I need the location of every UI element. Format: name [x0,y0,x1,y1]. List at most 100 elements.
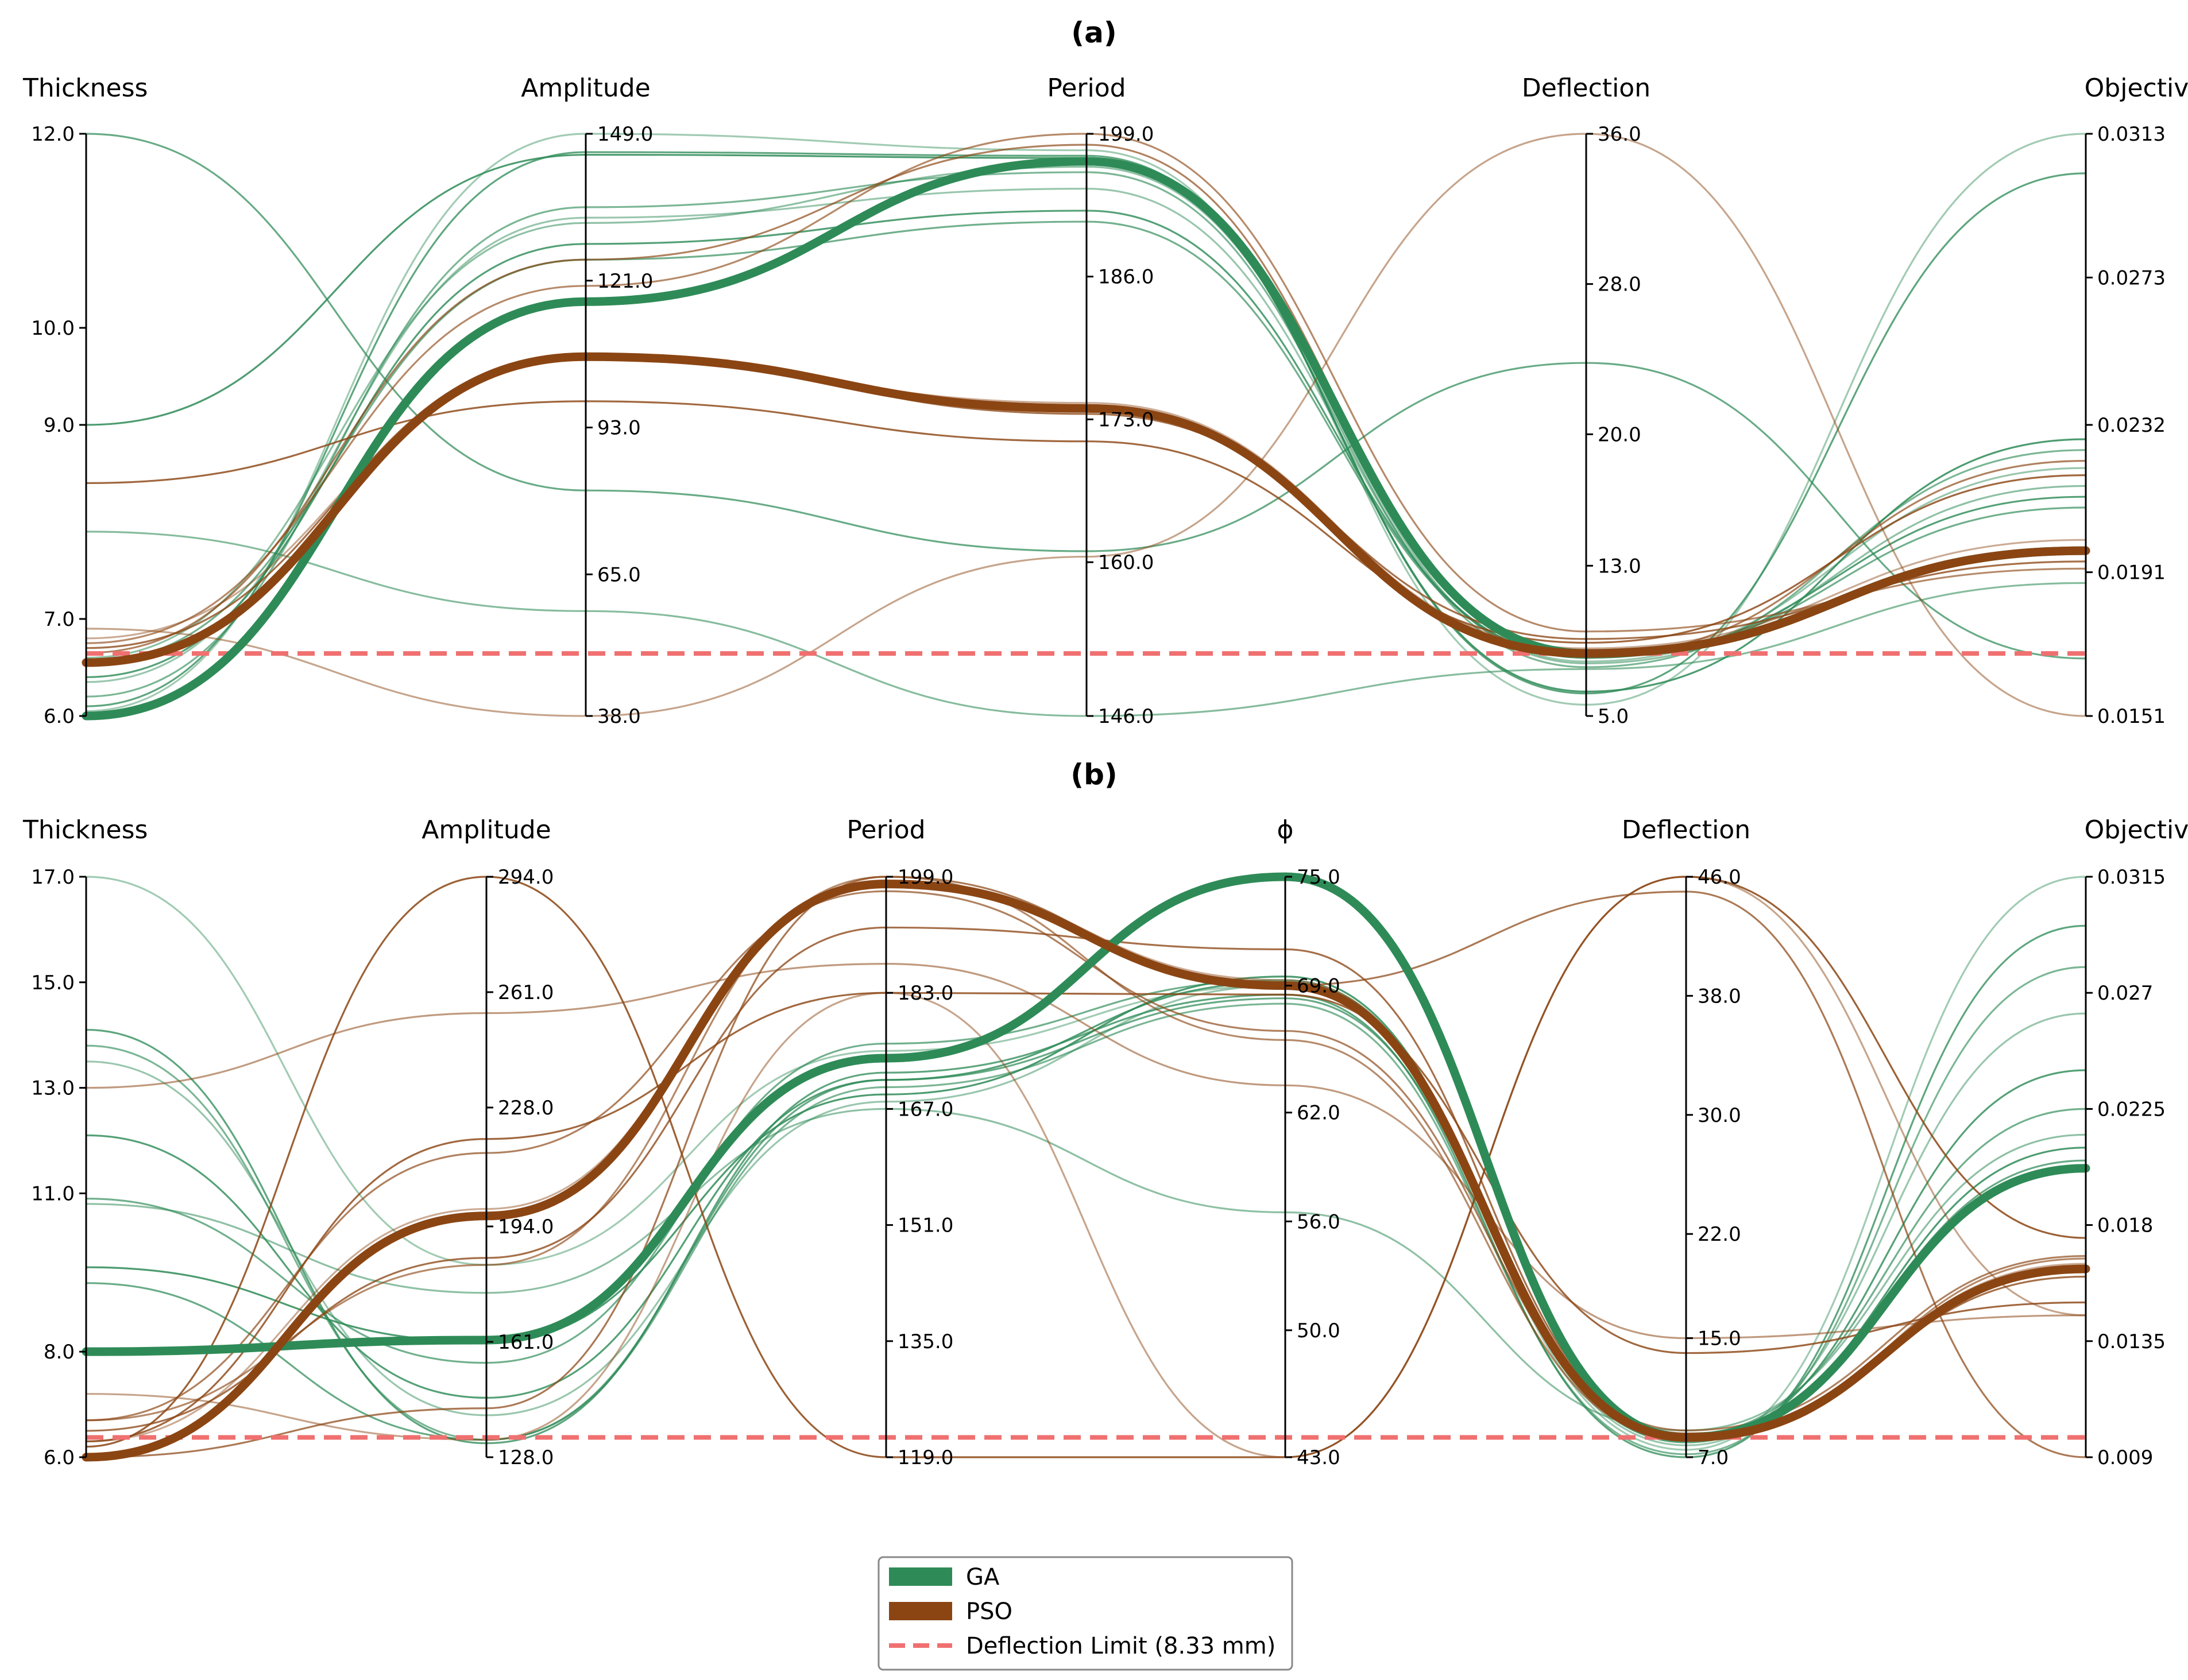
axis-title: Period [1047,73,1126,103]
tick-label: 38.0 [597,705,641,728]
tick-label: 62.0 [1297,1102,1340,1125]
tick-label: 0.0225 [2097,1098,2166,1121]
tick-label: 38.0 [1698,985,1741,1008]
tick-label: 93.0 [597,417,641,440]
pso-best-line [82,880,2090,1462]
axis-title: Thickness [22,815,148,845]
tick-label: 199.0 [898,866,953,889]
axis-title: Period [846,815,925,845]
tick-label: 28.0 [1598,273,1641,296]
tick-label: 56.0 [1297,1210,1340,1233]
axis-amplitude: Amplitude 294.0 261.0 228.0 194.0 161.0 128.0 [422,815,554,1469]
legend-label: GA [966,1564,1000,1590]
tick-label: 0.0191 [2097,562,2166,584]
tick-label: 43.0 [1297,1446,1340,1469]
tick-label: 149.0 [597,123,653,146]
pso-solution-line [86,876,2086,1458]
axis-period: Period 199.0 186.0 173.0 160.0 146.0 [1047,73,1154,728]
axis-title: Deflection [1522,73,1650,103]
tick-label: 9.0 [44,414,75,437]
tick-label: 294.0 [498,866,554,889]
tick-label: 121.0 [597,270,653,293]
legend-item: Deflection Limit (8.33 mm) [889,1633,1275,1659]
axis-title: Objective [2085,815,2188,845]
tick-label: 0.009 [2097,1446,2153,1469]
ga-solution-line [86,981,2086,1443]
ga-solution-line [86,133,2086,713]
tick-label: 146.0 [1098,705,1154,728]
tick-label: 119.0 [898,1446,953,1469]
tick-label: 20.0 [1598,423,1641,446]
tick-label: 161.0 [498,1331,554,1354]
axis-amplitude: Amplitude 149.0 121.0 93.0 65.0 38.0 [521,73,653,728]
tick-label: 50.0 [1297,1319,1340,1342]
tick-label: 186.0 [1098,266,1154,289]
tick-label: 17.0 [31,866,75,889]
legend-swatch [889,1567,952,1586]
axis-title: ϕ [1277,815,1293,845]
axis-thickness: Thickness 12.0 10.0 9.0 7.0 6.0 [22,73,148,728]
tick-label: 160.0 [1098,551,1154,574]
axis-objective: Objective 0.0315 0.027 0.0225 0.018 0.0135 0.0… [2085,815,2188,1469]
panel-a: (a) Thickness 12.0 10.0 9.0 7.0 6.0 Amplitude 14… [22,16,2188,728]
axis-title: Deflection [1622,815,1750,845]
axis-thickness: Thickness 17.0 15.0 13.0 11.0 8.0 6.0 [22,815,148,1469]
tick-label: 69.0 [1297,975,1340,998]
pso-solution-line [86,144,2086,657]
panel-b: (b) Thickness 17.0 15.0 13.0 11.0 8.0 6.0 Amplit… [22,758,2188,1469]
tick-label: 13.0 [1598,555,1641,578]
panel-title: (a) [1071,16,1116,49]
legend-swatch [889,1602,952,1620]
pso-solution-line [86,992,2086,1443]
tick-label: 15.0 [31,971,75,994]
tick-label: 261.0 [498,981,554,1004]
tick-label: 22.0 [1698,1223,1741,1246]
axis-deflection: Deflection 36.0 28.0 20.0 13.0 5.0 [1522,73,1650,728]
axis-title: Amplitude [521,73,650,103]
legend: GA PSO Deflection Limit (8.33 mm) [877,1556,1293,1671]
ga-solution-line [86,924,2086,1458]
axis-title: Amplitude [422,815,551,845]
tick-label: 167.0 [898,1098,953,1121]
tick-label: 15.0 [1698,1327,1741,1350]
tick-label: 8.0 [44,1341,75,1364]
axis-objective: Objective 0.0313 0.0273 0.0232 0.0191 0.0151 [2085,73,2188,728]
axis-period: Period 199.0 183.0 167.0 151.0 135.0 119.0 [846,815,953,1469]
legend-item: PSO [889,1598,1012,1625]
legend-label: PSO [966,1598,1012,1625]
axis-title: Objective [2085,73,2188,103]
tick-label: 151.0 [898,1214,953,1237]
ga-solution-line [86,1108,2086,1431]
tick-label: 0.0151 [2097,705,2166,728]
legend-frame [877,1556,1293,1671]
axis-title: Thickness [22,73,148,103]
tick-label: 6.0 [44,705,75,728]
tick-label: 128.0 [498,1446,554,1469]
tick-label: 194.0 [498,1216,554,1238]
tick-label: 228.0 [498,1097,554,1120]
tick-label: 0.0273 [2097,266,2166,289]
tick-label: 0.0313 [2097,123,2166,146]
tick-label: 13.0 [31,1077,75,1100]
tick-label: 5.0 [1598,705,1629,728]
tick-label: 46.0 [1698,866,1741,889]
ga-solution-line [86,979,2086,1436]
tick-label: 30.0 [1698,1104,1741,1127]
tick-label: 6.0 [44,1446,75,1469]
tick-label: 65.0 [597,563,641,586]
tick-label: 36.0 [1598,123,1641,146]
axis-deflection: Deflection 46.0 38.0 30.0 22.0 15.0 7.0 [1622,815,1750,1469]
tick-label: 0.018 [2097,1214,2153,1237]
tick-label: 199.0 [1098,123,1154,146]
tick-label: 0.0232 [2097,414,2166,437]
tick-label: 12.0 [31,123,75,146]
ga-solution-line [86,997,2086,1441]
ga-solution-line [86,210,2086,678]
ga-solution-line [86,876,2086,1451]
ga-solution-line [86,984,2086,1446]
tick-label: 183.0 [898,982,953,1005]
tick-label: 0.027 [2097,982,2153,1005]
legend-item: GA [889,1564,1000,1590]
pso-solution-line [86,133,2086,717]
